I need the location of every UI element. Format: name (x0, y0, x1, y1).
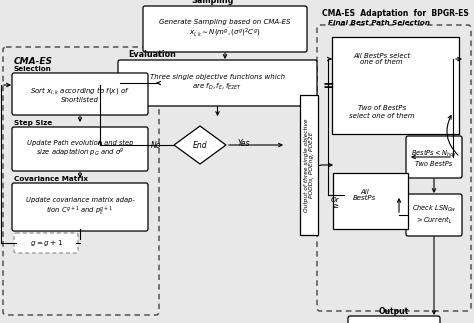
Text: Sort $x_{l,k}$ according to $f(x)$ of
Shortlisted: Sort $x_{l,k}$ according to $f(x)$ of Sh… (30, 85, 130, 103)
Text: Output of three single objective
PODDs, POEng, POE2E: Output of three single objective PODDs, … (304, 118, 314, 212)
Text: Evaluation: Evaluation (128, 50, 176, 59)
FancyBboxPatch shape (12, 127, 148, 171)
Text: Output: Output (379, 307, 409, 316)
Text: Two of BestPs
select one of them: Two of BestPs select one of them (349, 106, 414, 119)
FancyBboxPatch shape (14, 233, 78, 253)
Text: $g = g + 1$: $g = g + 1$ (29, 238, 63, 248)
Text: Check $LSN_{Gw}$
$>Current_L$: Check $LSN_{Gw}$ $>Current_L$ (411, 203, 456, 226)
Text: No: No (151, 141, 161, 150)
Bar (332, 37, 459, 134)
Text: Yes: Yes (238, 139, 250, 148)
FancyBboxPatch shape (406, 136, 462, 178)
Text: Update covariance matrix adap-
tion $C^{g+1}$ and $p_c^{g+1}$: Update covariance matrix adap- tion $C^{… (26, 196, 134, 218)
Text: End: End (193, 141, 207, 150)
FancyBboxPatch shape (12, 183, 148, 231)
Text: Step Size: Step Size (14, 120, 52, 126)
Text: =: = (322, 79, 334, 93)
Polygon shape (174, 126, 226, 164)
Text: Covariance Matrix: Covariance Matrix (14, 176, 88, 182)
Text: Or
≥: Or ≥ (331, 196, 339, 210)
Text: Update Path evolution and step
size adaptation $p_G$ and $\sigma^g$: Update Path evolution and step size adap… (27, 140, 133, 159)
Text: CMA-ES  Adaptation  for  BPGR-ES: CMA-ES Adaptation for BPGR-ES (322, 9, 469, 18)
Text: Sampling: Sampling (191, 0, 233, 5)
Text: Selection: Selection (14, 66, 52, 72)
Text: $BestPs < N_{hop}$
Two BestPs: $BestPs < N_{hop}$ Two BestPs (411, 147, 457, 167)
Text: All BestPs select
one of them: All BestPs select one of them (353, 53, 410, 66)
Polygon shape (338, 93, 453, 131)
FancyBboxPatch shape (348, 316, 440, 323)
Text: Final Best Path Selection: Final Best Path Selection (328, 20, 430, 26)
Text: Three single objective functions which
are $f_D, f_E, f_{E2ET}$: Three single objective functions which a… (150, 74, 285, 92)
Bar (300, 95, 318, 235)
FancyBboxPatch shape (118, 60, 317, 106)
FancyBboxPatch shape (143, 6, 307, 52)
Text: Generate Sampling based on CMA-ES
$x_{l,k} \sim N(m^g,(\sigma^g)^2C^g)$: Generate Sampling based on CMA-ES $x_{l,… (159, 19, 291, 39)
FancyBboxPatch shape (406, 194, 462, 236)
Polygon shape (344, 176, 399, 214)
Text: CMA-ES: CMA-ES (14, 57, 53, 67)
FancyBboxPatch shape (12, 73, 148, 115)
Polygon shape (338, 40, 453, 78)
Bar (333, 173, 408, 229)
Text: All
BestPs: All BestPs (353, 189, 376, 202)
